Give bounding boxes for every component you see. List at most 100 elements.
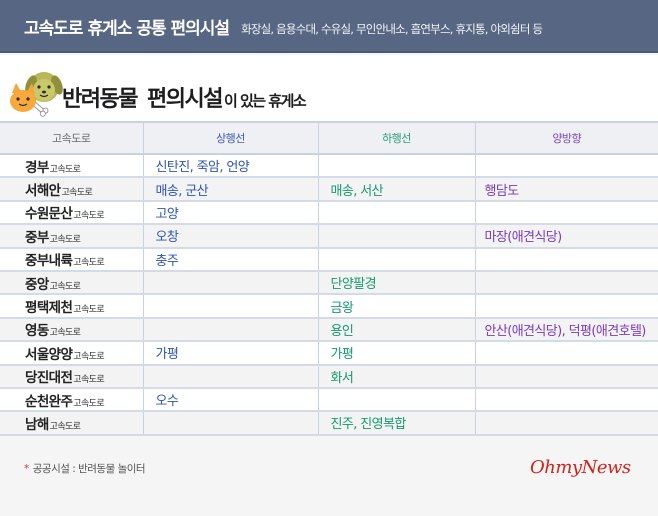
table-row: 중부고속도로 오창 마장(애견식당): [0, 224, 658, 249]
highway-suffix: 고속도로: [61, 188, 93, 199]
highway-cell: 중부내륙고속도로: [0, 247, 144, 272]
table-row: 수원문산고속도로 고양: [0, 200, 658, 226]
highway-cell: 중앙고속도로: [0, 270, 144, 296]
footnote-marker: *: [24, 463, 29, 475]
highway-suffix: 고속도로: [73, 211, 105, 222]
downbound-cell: [317, 247, 476, 272]
table-row: 순천완주고속도로 오수: [0, 387, 658, 413]
downbound-cell: 매송, 서산: [317, 177, 476, 202]
upbound-cell: 오창: [142, 224, 319, 249]
highway-name: 남해: [25, 416, 49, 433]
highway-name: 경부: [25, 159, 49, 176]
table-row: 중부내륙고속도로 충주: [0, 247, 658, 272]
upbound-cell: 가평: [142, 341, 319, 366]
downbound-cell: 가평: [317, 341, 476, 366]
column-header-both-directions: 양방향: [474, 121, 658, 155]
rest-area-table: 고속도로 상행선 하행선 양방향 경부고속도로 신탄진, 죽암, 언양 서해안고…: [0, 121, 658, 436]
highway-cell: 영동고속도로: [0, 317, 144, 343]
highway-suffix: 고속도로: [73, 258, 105, 269]
downbound-cell: [317, 154, 476, 179]
upbound-cell: 충주: [142, 247, 319, 272]
table-row: 당진대전고속도로 화서: [0, 364, 658, 389]
highway-suffix: 고속도로: [49, 281, 81, 292]
highway-cell: 수원문산고속도로: [0, 200, 144, 226]
highway-cell: 순천완주고속도로: [0, 387, 144, 413]
highway-name: 서울양양: [25, 346, 73, 363]
table-row: 서해안고속도로 매송, 군산 매송, 서산 행담도: [0, 177, 658, 202]
column-header-upbound: 상행선: [142, 121, 319, 155]
table-header-row: 고속도로 상행선 하행선 양방향: [0, 121, 658, 155]
highway-suffix: 고속도로: [49, 421, 81, 432]
both-directions-cell: [474, 341, 658, 366]
footnote-text: 공공시설 : 반려동물 놀이터: [32, 463, 146, 475]
column-header-highway: 고속도로: [0, 121, 144, 155]
upbound-cell: 신탄진, 죽암, 언양: [142, 154, 319, 179]
downbound-cell: 화서: [317, 364, 476, 389]
table-row: 평택제천고속도로 금왕: [0, 294, 658, 319]
dog-cat-bone-icon: [10, 72, 63, 117]
highway-name: 중부: [25, 229, 49, 246]
highway-suffix: 고속도로: [73, 351, 105, 362]
highway-name: 순천완주: [25, 393, 73, 410]
ohmynews-logo: OhmyNews: [530, 457, 631, 478]
downbound-cell: 금왕: [317, 294, 476, 319]
highway-name: 서해안: [25, 183, 61, 200]
downbound-cell: [317, 200, 476, 226]
highway-cell: 당진대전고속도로: [0, 364, 144, 389]
highway-name: 당진대전: [25, 370, 73, 387]
both-directions-cell: [474, 270, 658, 296]
highway-cell: 중부고속도로: [0, 224, 144, 249]
both-directions-cell: [474, 411, 658, 436]
highway-name: 중부내륙: [25, 253, 73, 270]
column-header-downbound: 하행선: [317, 121, 476, 155]
banner: 반려동물 편의시설 이 있는 휴게소: [0, 55, 658, 121]
banner-title-part3: 이 있는 휴게소: [223, 92, 307, 110]
table-row: 중앙고속도로 단양팔경: [0, 270, 658, 296]
footnote: * 공공시설 : 반려동물 놀이터: [24, 461, 146, 476]
both-directions-cell: [474, 364, 658, 389]
highway-cell: 서울양양고속도로: [0, 341, 144, 366]
both-directions-cell: [474, 200, 658, 226]
downbound-cell: 단양팔경: [317, 270, 476, 296]
highway-name: 수원문산: [25, 206, 73, 223]
highway-cell: 서해안고속도로: [0, 177, 144, 202]
header-subtitle: 화장실, 음용수대, 수유실, 무인안내소, 흡연부스, 휴지통, 야외쉼터 등: [241, 22, 543, 36]
header-title: 고속도로 휴게소 공통 편의시설: [24, 19, 230, 39]
upbound-cell: [142, 294, 319, 319]
header-bar: 고속도로 휴게소 공통 편의시설 화장실, 음용수대, 수유실, 무인안내소, …: [0, 0, 658, 53]
footer: * 공공시설 : 반려동물 놀이터 OhmyNews: [0, 443, 658, 516]
table-row: 서울양양고속도로 가평 가평: [0, 341, 658, 366]
banner-title-part1: 반려동물: [62, 87, 138, 112]
upbound-cell: [142, 364, 319, 389]
highway-name: 평택제천: [25, 300, 73, 317]
banner-title-part2: 편의시설: [146, 87, 223, 112]
highway-cell: 평택제천고속도로: [0, 294, 144, 319]
both-directions-cell: 안산(애견식당), 덕평(애견호텔): [474, 317, 658, 343]
highway-suffix: 고속도로: [73, 375, 105, 386]
table-row: 남해고속도로 진주, 진영복합: [0, 411, 658, 436]
highway-name: 중앙: [25, 276, 49, 293]
upbound-cell: 고양: [142, 200, 319, 226]
both-directions-cell: [474, 154, 658, 179]
highway-cell: 경부고속도로: [0, 154, 144, 179]
highway-name: 영동: [25, 323, 49, 340]
upbound-cell: [142, 317, 319, 343]
both-directions-cell: [474, 294, 658, 319]
both-directions-cell: 행담도: [474, 177, 658, 202]
table-row: 경부고속도로 신탄진, 죽암, 언양: [0, 154, 658, 179]
upbound-cell: [142, 411, 319, 436]
upbound-cell: [142, 270, 319, 296]
highway-suffix: 고속도로: [49, 234, 81, 245]
highway-suffix: 고속도로: [73, 398, 105, 409]
banner-title: 반려동물 편의시설 이 있는 휴게소: [62, 81, 307, 113]
highway-cell: 남해고속도로: [0, 411, 144, 436]
downbound-cell: [317, 387, 476, 413]
downbound-cell: [317, 224, 476, 249]
table-row: 영동고속도로 용인 안산(애견식당), 덕평(애견호텔): [0, 317, 658, 343]
both-directions-cell: [474, 387, 658, 413]
downbound-cell: 진주, 진영복합: [317, 411, 476, 436]
downbound-cell: 용인: [317, 317, 476, 343]
highway-suffix: 고속도로: [49, 164, 81, 175]
both-directions-cell: [474, 247, 658, 272]
highway-suffix: 고속도로: [73, 305, 105, 316]
